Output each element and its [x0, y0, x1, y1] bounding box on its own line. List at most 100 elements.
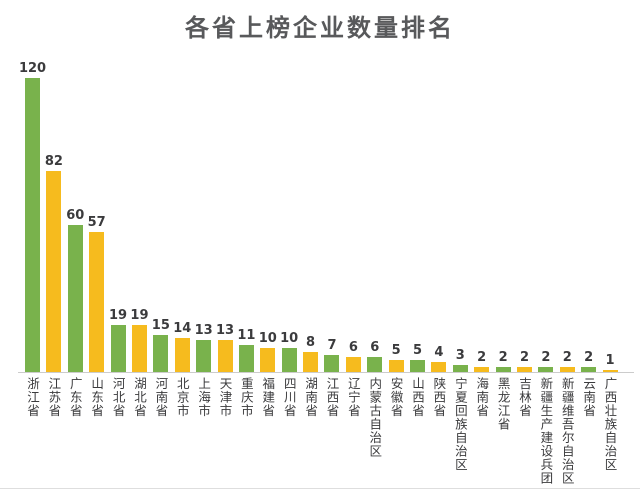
bar-column: 8 [303, 336, 319, 372]
bar-column: 57 [87, 215, 106, 372]
bar [516, 367, 532, 372]
bar-value-label: 13 [194, 323, 213, 339]
bar [474, 367, 490, 372]
x-axis-tick-label: 四川省 [281, 377, 297, 418]
bar-value-label: 57 [87, 215, 106, 231]
bar [538, 367, 554, 372]
x-axis-tick-label: 山东省 [89, 377, 105, 418]
x-axis-tick: 江苏省 [46, 377, 61, 418]
x-axis-tick-label: 广西壮族自治区 [602, 377, 618, 472]
x-axis-tick: 宁夏回族自治区 [453, 377, 468, 472]
x-axis-tick-label: 河北省 [110, 377, 126, 418]
x-axis-tick-label: 黑龙江省 [495, 377, 511, 431]
x-axis-tick: 安徽省 [389, 377, 404, 418]
bar-column: 6 [345, 340, 361, 372]
x-axis-tick-label: 江苏省 [46, 377, 62, 418]
bar [452, 364, 468, 372]
bar-column: 7 [324, 337, 340, 372]
bar-value-label: 10 [258, 330, 277, 346]
x-axis-tick: 河南省 [153, 377, 168, 418]
bar [324, 354, 340, 372]
x-axis-tick: 广东省 [68, 377, 83, 418]
bar [281, 347, 297, 372]
bar-value-label: 6 [348, 340, 358, 356]
x-axis-tick: 福建省 [260, 377, 275, 418]
bar-column: 19 [130, 308, 149, 372]
x-axis-tick-label: 安徽省 [388, 377, 404, 418]
x-axis-tick: 新疆维吾尔自治区 [560, 377, 575, 485]
bar [153, 335, 169, 372]
bar-column: 2 [474, 351, 490, 372]
bar-column: 13 [215, 323, 235, 372]
bar-value-label: 2 [519, 350, 529, 366]
x-axis-tick-label: 新疆维吾尔自治区 [559, 377, 575, 485]
bar [581, 367, 597, 372]
x-axis-tick: 黑龙江省 [496, 377, 511, 431]
bar [196, 340, 212, 372]
bar [559, 367, 575, 372]
bar-column: 3 [452, 347, 468, 372]
x-axis-tick-label: 云南省 [581, 377, 597, 418]
x-axis-tick: 浙江省 [25, 377, 40, 418]
x-axis-tick: 天津市 [218, 377, 233, 418]
x-axis-tick: 上海市 [196, 377, 211, 418]
x-axis-tick-label: 浙江省 [25, 377, 40, 418]
bar-column: 6 [367, 340, 383, 372]
bar-column: 11 [237, 329, 255, 372]
bar [410, 359, 426, 372]
x-axis-tick: 北京市 [175, 377, 190, 418]
bar-value-label: 120 [18, 61, 47, 76]
x-axis-tick-label: 山西省 [410, 377, 426, 418]
x-axis-tick-label: 江西省 [324, 377, 340, 418]
x-axis-tick-label: 重庆市 [238, 377, 254, 418]
bar [345, 357, 361, 372]
bar-value-label: 2 [584, 350, 594, 366]
x-axis-tick: 新疆生产建设兵团 [538, 377, 553, 485]
bar-value-label: 10 [280, 330, 299, 346]
x-axis-tick-label: 广东省 [67, 377, 83, 418]
x-axis-tick-label: 内蒙古自治区 [367, 377, 383, 458]
bar-column: 1 [602, 352, 618, 372]
x-axis-tick-label: 湖北省 [131, 377, 147, 418]
bar-value-label: 82 [44, 154, 63, 170]
bar-value-label: 4 [434, 345, 444, 361]
bar-value-label: 3 [455, 347, 465, 363]
x-axis-tick-label: 辽宁省 [345, 377, 361, 418]
bar [367, 357, 383, 372]
bar-value-label: 19 [109, 308, 128, 324]
bar [495, 367, 511, 372]
x-axis-tick: 湖北省 [132, 377, 147, 418]
bar-value-label: 5 [391, 342, 401, 358]
bar-value-label: 15 [151, 318, 170, 334]
x-axis-tick: 内蒙古自治区 [367, 377, 382, 458]
bar [602, 369, 618, 372]
x-axis-line [18, 372, 634, 373]
bar-value-label: 7 [327, 337, 337, 353]
bar-value-label: 19 [130, 308, 149, 324]
bar-column: 15 [151, 318, 170, 372]
x-axis-tick-label: 宁夏回族自治区 [452, 377, 468, 472]
bar-value-label: 6 [370, 340, 380, 356]
bar [25, 78, 40, 372]
bar-value-label: 14 [173, 320, 192, 336]
bar-value-label: 1 [605, 352, 615, 368]
bar-column: 10 [280, 330, 299, 372]
x-axis-tick: 云南省 [581, 377, 596, 418]
bar [174, 337, 190, 372]
bar-column: 19 [109, 308, 128, 372]
bar-value-label: 2 [541, 350, 551, 366]
chart-title: 各省上榜企业数量排名 [185, 14, 455, 42]
bar [67, 225, 83, 372]
x-axis-tick: 山西省 [410, 377, 425, 418]
bar-value-label: 2 [562, 350, 572, 366]
x-axis-tick: 重庆市 [239, 377, 254, 418]
x-axis-labels: 浙江省 江苏省 广东省 山东省 河北省 湖北省 河南省 北京市 上海市 天津市 重庆市 福建省 四川省湖… [25, 377, 619, 485]
bar-column: 82 [44, 154, 63, 372]
bar-value-label: 13 [215, 323, 235, 339]
bar [260, 347, 276, 372]
bar [303, 352, 319, 372]
x-axis-tick-label: 河南省 [153, 377, 169, 418]
x-axis-tick-label: 湖南省 [303, 377, 319, 418]
bar-column: 5 [388, 342, 404, 372]
